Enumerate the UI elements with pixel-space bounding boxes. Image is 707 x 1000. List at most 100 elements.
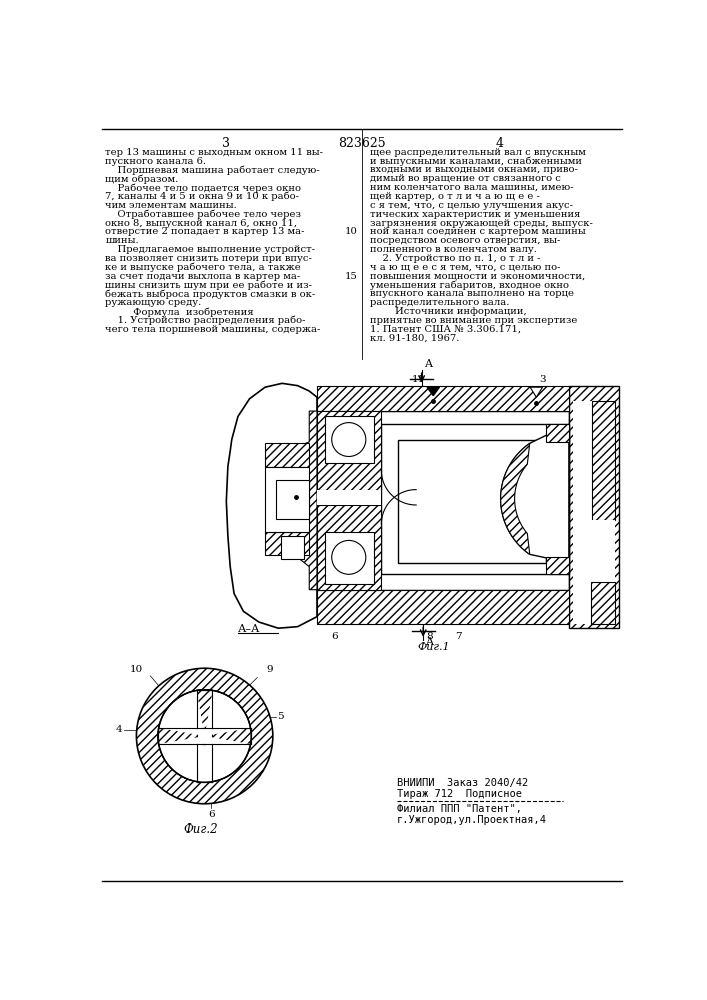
Polygon shape [573,401,592,624]
Text: 10: 10 [129,665,143,674]
Text: шины снизить шум при ее работе и из-: шины снизить шум при ее работе и из- [105,281,312,290]
Text: 4: 4 [495,137,503,150]
Text: 2. Устройство по п. 1, о т л и -: 2. Устройство по п. 1, о т л и - [370,254,540,263]
Text: 823625: 823625 [338,137,386,150]
Wedge shape [160,736,204,781]
Text: впускного канала выполнено на торце: впускного канала выполнено на торце [370,289,573,298]
Polygon shape [530,387,542,397]
Text: Отработавшее рабочее тело через: Отработавшее рабочее тело через [105,210,301,219]
Text: 1: 1 [286,538,293,547]
Polygon shape [325,416,373,463]
Text: щим образом.: щим образом. [105,174,179,184]
Text: с я тем, что, с целью улучшения акус-: с я тем, что, с целью улучшения акус- [370,201,573,210]
Text: ч а ю щ е е с я тем, что, с целью по-: ч а ю щ е е с я тем, что, с целью по- [370,263,560,272]
Text: 1. Патент США № 3.306.171,: 1. Патент США № 3.306.171, [370,325,521,334]
Polygon shape [265,532,309,555]
Text: Фиг.2: Фиг.2 [183,823,218,836]
Text: и выпускными каналами, снабженными: и выпускными каналами, снабженными [370,157,582,166]
Text: уменьшения габаритов, входное окно: уменьшения габаритов, входное окно [370,281,568,290]
Polygon shape [546,557,569,574]
Polygon shape [197,728,212,744]
Wedge shape [204,691,250,736]
Polygon shape [197,744,212,782]
Polygon shape [197,690,212,728]
Text: Фиг.1: Фиг.1 [417,642,450,652]
Wedge shape [204,736,250,781]
Text: Филиал ППП "Патент",: Филиал ППП "Патент", [397,804,522,814]
Polygon shape [569,386,619,628]
Text: 6: 6 [209,810,215,819]
Text: 5: 5 [276,712,284,721]
Text: тер 13 машины с выходным окном 11 вы-: тер 13 машины с выходным окном 11 вы- [105,148,323,157]
Text: кл. 91-180, 1967.: кл. 91-180, 1967. [370,334,459,343]
Text: чего тела поршневой машины, содержа-: чего тела поршневой машины, содержа- [105,325,321,334]
Polygon shape [427,387,440,396]
Text: распределительного вала.: распределительного вала. [370,298,509,307]
Text: входными и выходными окнами, приво-: входными и выходными окнами, приво- [370,165,578,174]
Text: ВНИИПИ  Заказ 2040/42: ВНИИПИ Заказ 2040/42 [397,778,528,788]
Polygon shape [398,440,546,563]
Text: A: A [424,359,432,369]
Polygon shape [317,386,569,411]
Polygon shape [592,401,615,520]
Text: пускного канала 6.: пускного канала 6. [105,157,206,166]
Text: 10: 10 [345,227,358,236]
Text: 3: 3 [222,137,230,150]
Text: ной канал соединен с картером машины: ной канал соединен с картером машины [370,227,585,236]
Text: 2: 2 [297,538,303,547]
Circle shape [158,690,251,782]
Text: Рабочее тело подается через окно: Рабочее тело подается через окно [105,183,301,193]
Text: 3: 3 [539,375,546,384]
Text: отверстие 2 попадает в картер 13 ма-: отверстие 2 попадает в картер 13 ма- [105,227,305,236]
Text: полненного в коленчатом валу.: полненного в коленчатом валу. [370,245,537,254]
Polygon shape [501,443,530,554]
Text: 7: 7 [455,632,462,641]
Polygon shape [265,466,309,532]
Polygon shape [232,382,619,636]
Text: щее распределительный вал с впускным: щее распределительный вал с впускным [370,148,585,157]
Polygon shape [325,532,373,584]
Polygon shape [546,440,569,563]
Text: тических характеристик и уменьшения: тических характеристик и уменьшения [370,210,580,219]
Polygon shape [226,383,317,628]
Polygon shape [317,411,381,490]
Polygon shape [592,520,615,590]
Polygon shape [276,480,309,519]
Polygon shape [317,590,569,624]
Polygon shape [212,728,251,744]
Text: 7, каналы 4 и 5 и окна 9 и 10 к рабо-: 7, каналы 4 и 5 и окна 9 и 10 к рабо- [105,192,300,201]
Text: ва позволяет снизить потери при впус-: ва позволяет снизить потери при впус- [105,254,312,263]
Text: 12: 12 [596,561,609,570]
Text: Предлагаемое выполнение устройст-: Предлагаемое выполнение устройст- [105,245,315,254]
Text: бежать выброса продуктов смазки в ок-: бежать выброса продуктов смазки в ок- [105,289,315,299]
Text: ним коленчатого вала машины, имею-: ним коленчатого вала машины, имею- [370,183,573,192]
Text: 1. Устройство распределения рабо-: 1. Устройство распределения рабо- [105,316,306,325]
Text: Источники информации,: Источники информации, [370,307,527,316]
Text: 6: 6 [332,632,338,641]
Polygon shape [546,424,569,442]
Text: загрязнения окружающей среды, выпуск-: загрязнения окружающей среды, выпуск- [370,219,592,228]
Text: г.Ужгород,ул.Проектная,4: г.Ужгород,ул.Проектная,4 [397,815,547,825]
Polygon shape [317,505,381,590]
Text: Поршневая машина работает следую-: Поршневая машина работает следую- [105,165,320,175]
Text: 8: 8 [426,632,433,641]
Text: за счет подачи выхлопа в картер ма-: за счет подачи выхлопа в картер ма- [105,272,300,281]
Text: 7: 7 [596,497,602,506]
Wedge shape [160,691,204,736]
Polygon shape [281,536,304,559]
Text: A: A [426,637,433,647]
Text: ружающую среду.: ружающую среду. [105,298,201,307]
Polygon shape [381,424,569,574]
Text: ке и выпуске рабочего тела, а также: ке и выпуске рабочего тела, а также [105,263,301,272]
Text: посредством осевого отверстия, вы-: посредством осевого отверстия, вы- [370,236,560,245]
Wedge shape [136,668,273,804]
Text: чим элементам машины.: чим элементам машины. [105,201,237,210]
Text: Тираж 712  Подписное: Тираж 712 Подписное [397,789,522,799]
Polygon shape [158,728,197,744]
Polygon shape [317,411,569,590]
Text: принятые во внимание при экспертизе: принятые во внимание при экспертизе [370,316,577,325]
Text: 13: 13 [281,522,294,531]
Polygon shape [276,411,317,590]
Polygon shape [590,582,615,624]
Text: А–А: А–А [238,624,260,634]
